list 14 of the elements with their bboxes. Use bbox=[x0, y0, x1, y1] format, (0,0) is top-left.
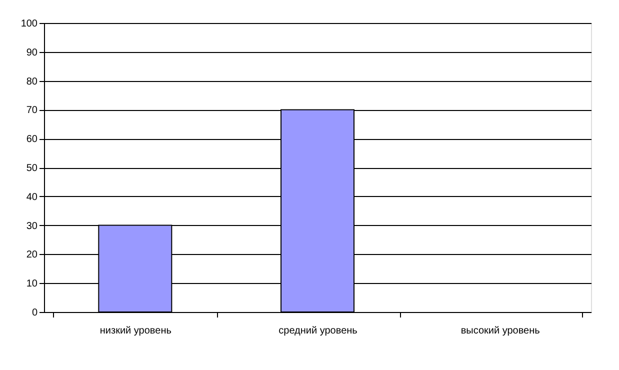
y-tick-label: 90 bbox=[26, 47, 38, 58]
y-tick-label: 20 bbox=[26, 250, 38, 261]
x-tick-label: низкий уровень bbox=[100, 326, 172, 336]
y-tick-label: 60 bbox=[26, 134, 38, 146]
y-tick-label: 80 bbox=[26, 76, 38, 88]
y-tick-label: 50 bbox=[26, 163, 38, 174]
y-tick-label: 30 bbox=[26, 220, 38, 232]
y-tick-label: 10 bbox=[26, 278, 38, 290]
y-tick-label: 0 bbox=[32, 308, 38, 318]
y-tick-label: 40 bbox=[26, 192, 38, 203]
y-tick-label: 70 bbox=[26, 105, 38, 116]
y-tick-label: 100 bbox=[20, 18, 38, 30]
x-tick-label: высокий уровень bbox=[460, 326, 540, 336]
x-tick-label: средний уровень bbox=[278, 326, 358, 336]
